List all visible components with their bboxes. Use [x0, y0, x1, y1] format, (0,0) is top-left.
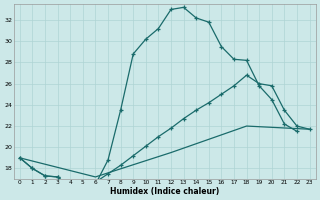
X-axis label: Humidex (Indice chaleur): Humidex (Indice chaleur)	[110, 187, 219, 196]
